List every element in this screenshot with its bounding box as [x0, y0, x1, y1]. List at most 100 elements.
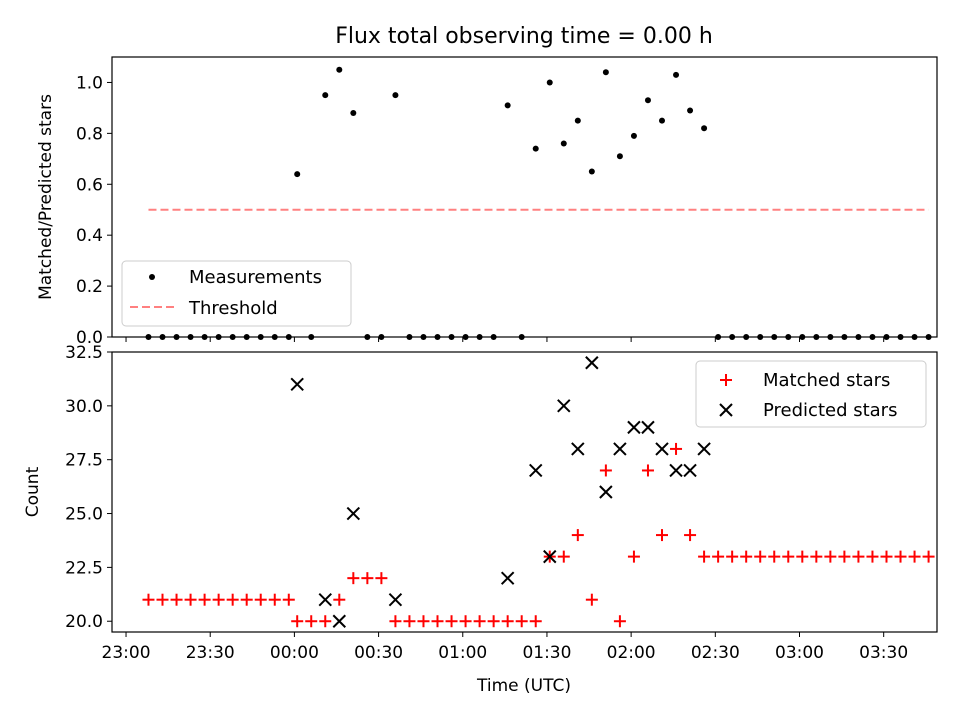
measurement-point — [602, 69, 609, 76]
matched-stars-point — [501, 615, 514, 628]
count-y-label: Count — [23, 466, 43, 517]
threshold-legend-label: Threshold — [188, 298, 278, 319]
predicted-stars-point — [683, 463, 697, 478]
predicted-stars-point — [529, 463, 543, 478]
matched-stars-point — [487, 615, 500, 628]
matched-stars-point — [684, 529, 697, 542]
count-x-tick-label: 00:30 — [354, 643, 403, 663]
matched-stars-point — [880, 550, 893, 563]
predicted-stars-point — [571, 442, 585, 456]
matched-stars-point — [754, 550, 767, 563]
count-y-axis: 20.0 22.5 25.0 27.5 30.0 32.5 — [65, 343, 112, 632]
matched-legend-label: Matched stars — [763, 370, 890, 391]
matched-stars-point — [282, 593, 295, 606]
measurement-point — [673, 71, 680, 78]
matched-stars-point — [291, 615, 304, 628]
matched-stars-point — [240, 593, 253, 606]
matched-stars-point — [585, 593, 598, 606]
matched-stars-point — [894, 550, 907, 563]
matched-stars-point — [170, 593, 183, 606]
ratio-y-tick-label: 0.4 — [76, 226, 103, 246]
measurement-point — [574, 117, 581, 124]
count-x-tick-label: 23:30 — [186, 643, 235, 663]
predicted-stars-point — [557, 399, 571, 413]
matched-stars-point — [473, 615, 486, 628]
figure-title: Flux total observing time = 0.00 h — [335, 24, 713, 49]
matched-stars-point — [824, 550, 837, 563]
predicted-stars-point — [627, 420, 641, 435]
measurement-point — [350, 110, 357, 116]
measurement-point — [546, 79, 553, 86]
predicted-stars-point — [290, 377, 304, 392]
count-x-tick-label: 23:00 — [102, 643, 151, 663]
predicted-stars-point — [655, 442, 669, 456]
count-x-tick-label: 02:30 — [691, 643, 740, 663]
count-x-tick-label: 02:00 — [607, 643, 656, 663]
count-x-tick-label: 03:30 — [859, 643, 908, 663]
matched-stars-point — [142, 593, 155, 606]
count-x-tick-label: 03:00 — [775, 643, 824, 663]
measurement-point — [701, 125, 708, 132]
matched-stars-point — [627, 550, 640, 563]
count-legend: Matched stars Predicted stars — [695, 360, 927, 428]
matched-legend-marker — [720, 374, 732, 386]
ratio-y-label: Matched/Predicted stars — [36, 94, 56, 300]
predicted-stars-point — [332, 614, 347, 628]
ratio-legend: Measurements Threshold — [121, 260, 352, 327]
count-y-tick-label: 25.0 — [65, 505, 103, 525]
matched-stars-point — [740, 550, 753, 563]
measurement-point — [532, 145, 539, 152]
count-x-tick-label: 01:00 — [438, 643, 487, 663]
matched-stars-point — [431, 615, 444, 628]
predicted-stars-point — [669, 463, 683, 478]
matched-stars-point — [389, 615, 402, 628]
measurement-point — [504, 102, 511, 109]
count-y-tick-label: 22.5 — [65, 558, 103, 578]
matched-stars-point — [198, 593, 211, 606]
count-legend-box — [695, 360, 927, 428]
matched-stars-point — [254, 593, 267, 606]
count-marks — [142, 356, 935, 628]
measurement-point — [644, 97, 651, 104]
matched-stars-point — [212, 593, 225, 606]
ratio-y-tick-label: 0.2 — [76, 277, 103, 297]
matched-stars-point — [670, 442, 683, 455]
matched-stars-point — [726, 550, 739, 563]
matched-stars-point — [403, 615, 416, 628]
predicted-stars-point — [318, 592, 332, 607]
count-y-tick-label: 30.0 — [65, 397, 103, 417]
count-x-tick-label: 01:30 — [522, 643, 571, 663]
measurement-point — [659, 117, 665, 124]
matched-stars-point — [712, 550, 725, 563]
ratio-y-tick-label: 0.8 — [76, 124, 103, 144]
measurement-point — [392, 92, 399, 99]
predicted-stars-point — [697, 442, 711, 456]
matched-stars-point — [852, 550, 865, 563]
matched-stars-point — [613, 615, 626, 628]
matched-stars-point — [184, 593, 197, 606]
predicted-legend-label: Predicted stars — [763, 400, 897, 421]
matched-stars-point — [319, 615, 332, 628]
matched-stars-point — [768, 550, 781, 563]
ratio-panel: 0.0 0.2 0.4 0.6 0.8 1.0 Matched/Predicted sta… — [36, 56, 938, 348]
count-y-tick-label: 27.5 — [65, 451, 103, 471]
matched-stars-point — [782, 550, 795, 563]
measurements-legend-marker — [149, 274, 155, 280]
matched-stars-point — [838, 550, 851, 563]
predicted-stars-point — [500, 571, 515, 585]
predicted-stars-point — [613, 442, 627, 456]
count-x-axis: 23:00 23:30 00:00 00:30 01:00 01:30 02:00 02:30… — [102, 632, 908, 663]
matched-stars-point — [698, 550, 711, 563]
matched-stars-point — [866, 550, 879, 563]
count-y-tick-label: 32.5 — [65, 343, 103, 363]
matched-stars-point — [375, 572, 388, 585]
matched-stars-point — [268, 593, 281, 606]
matched-stars-point — [810, 550, 823, 563]
predicted-stars-point — [346, 506, 361, 521]
matched-stars-point — [361, 572, 374, 585]
count-x-label: Time (UTC) — [476, 676, 571, 696]
matched-stars-point — [445, 615, 458, 628]
matched-stars-point — [417, 615, 430, 628]
matched-stars-point — [333, 593, 346, 606]
